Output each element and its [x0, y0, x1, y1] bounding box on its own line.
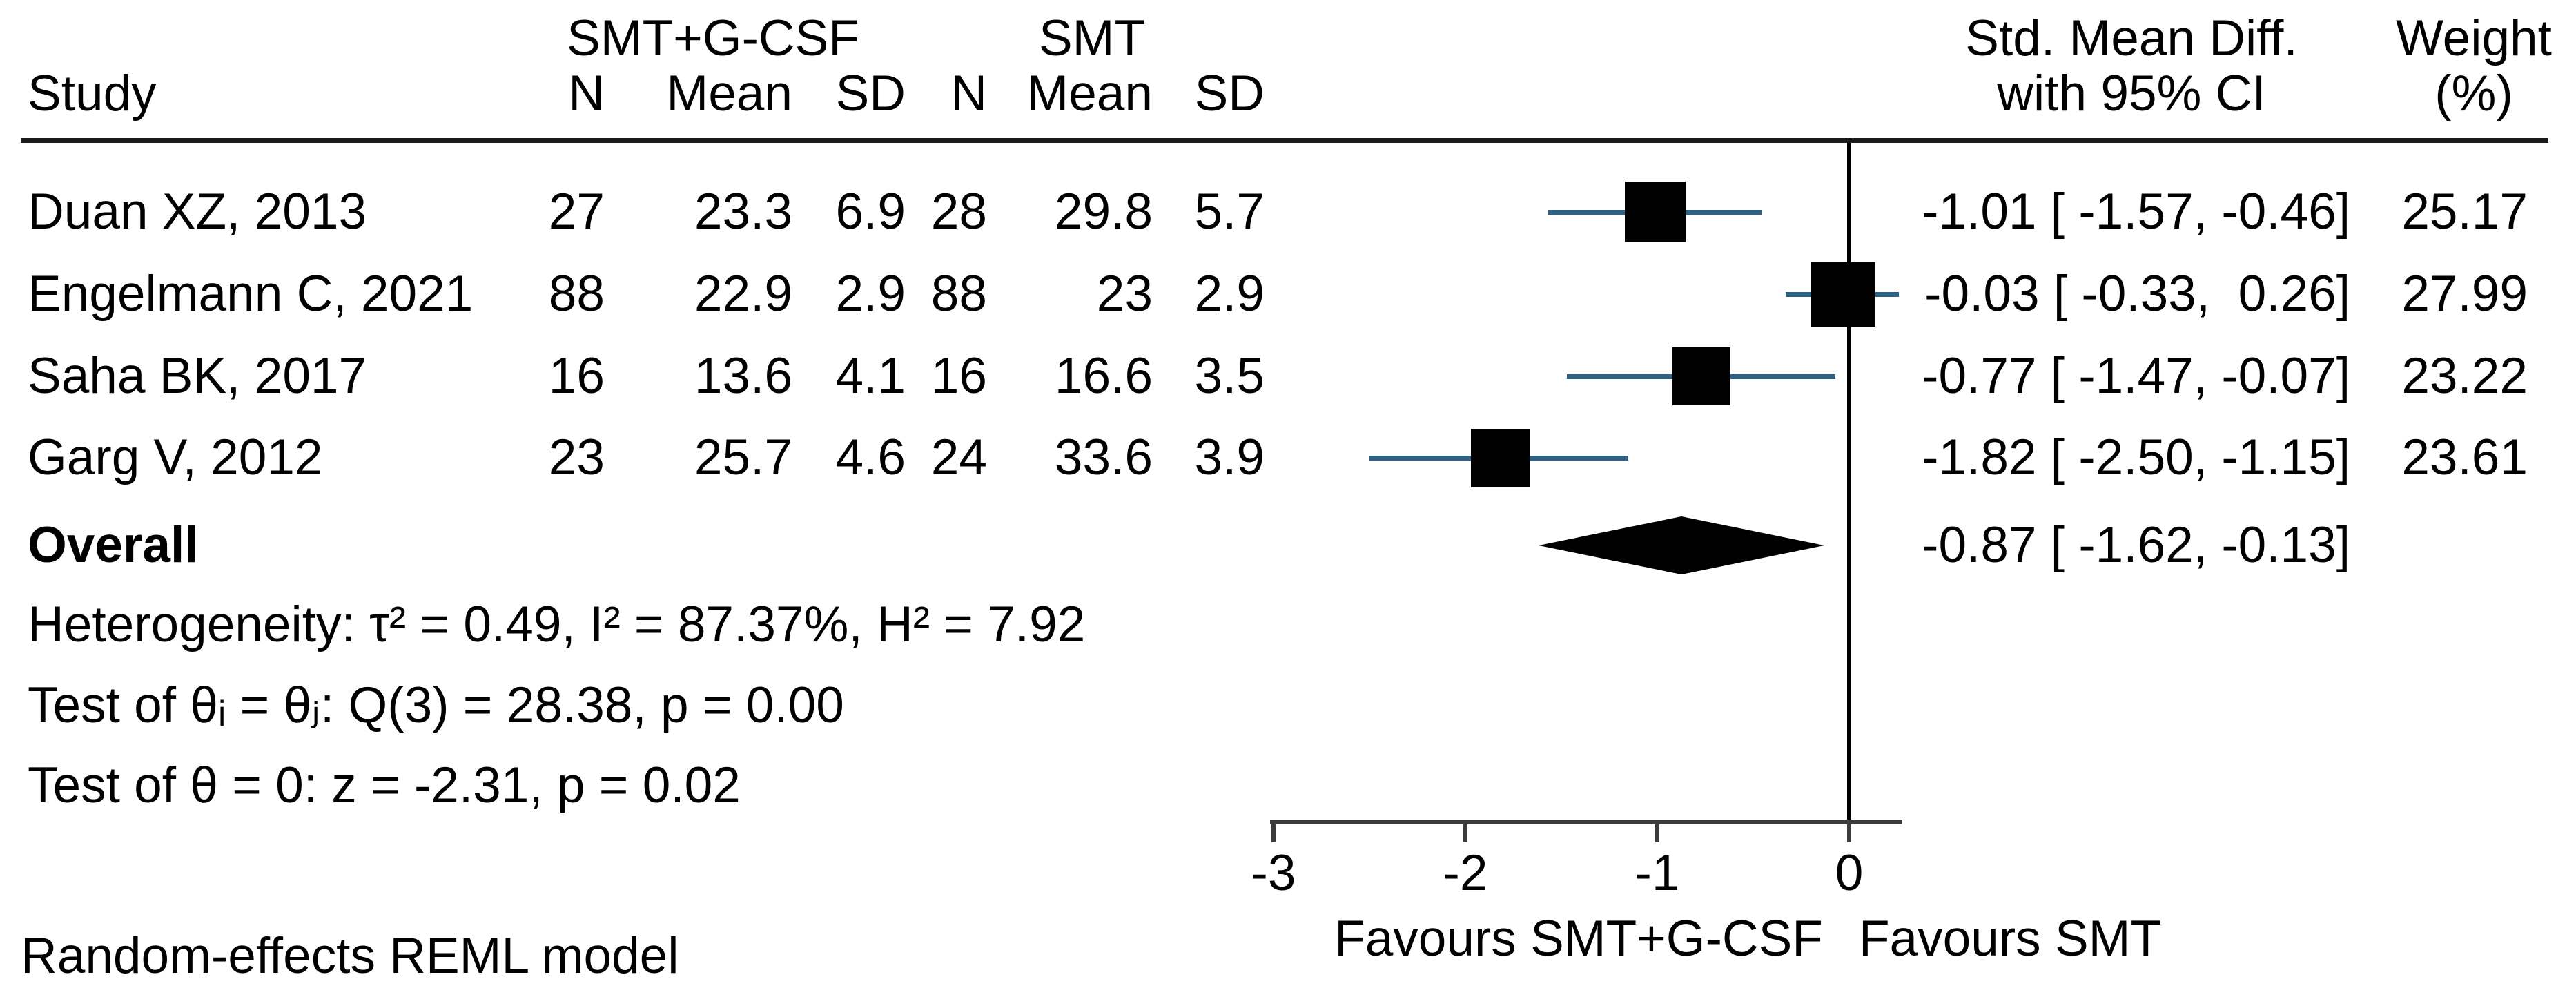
- x-axis-tick: [1271, 822, 1276, 842]
- table-cell: 13.6: [694, 348, 792, 404]
- table-cell: 23: [1096, 266, 1153, 322]
- effect-square: [1672, 347, 1730, 405]
- x-axis-line: [1270, 820, 1902, 824]
- x-axis-tick-label: 0: [1835, 845, 1864, 901]
- study-column-header: Study: [28, 66, 157, 122]
- table-cell: 88: [930, 266, 987, 322]
- study-name: Garg V, 2012: [28, 429, 323, 485]
- table-cell: 23.3: [694, 184, 792, 240]
- table-cell: 16.6: [1054, 348, 1153, 404]
- table-cell: 88: [548, 266, 605, 322]
- n1-column-header: N: [568, 66, 605, 122]
- heterogeneity-line: Heterogeneity: τ² = 0.49, I² = 87.37%, H…: [28, 597, 1086, 652]
- x-axis-tick: [1463, 822, 1467, 842]
- favours-left-label: Favours SMT+G-CSF: [1334, 911, 1823, 967]
- table-cell: 27: [548, 184, 605, 240]
- table-cell: 16: [548, 348, 605, 404]
- table-cell: 5.7: [1194, 184, 1265, 240]
- test-group-line: Test of θᵢ = θⱼ: Q(3) = 28.38, p = 0.00: [28, 677, 844, 733]
- table-cell: 16: [930, 348, 987, 404]
- table-cell: 33.6: [1054, 429, 1153, 485]
- weight-text: 23.61: [2401, 429, 2528, 485]
- table-cell: 24: [930, 429, 987, 485]
- weight-text: 25.17: [2401, 184, 2528, 240]
- table-cell: 29.8: [1054, 184, 1153, 240]
- ci-text: -1.01 [ -1.57, -0.46]: [1922, 184, 2350, 240]
- table-cell: 6.9: [835, 184, 906, 240]
- table-cell: 28: [930, 184, 987, 240]
- study-name: Engelmann C, 2021: [28, 266, 474, 322]
- ci-text: -0.03 [ -0.33, 0.26]: [1924, 266, 2350, 322]
- sd2-column-header: SD: [1194, 66, 1265, 122]
- ci-text: -1.82 [ -2.50, -1.15]: [1922, 429, 2350, 485]
- header-rule: [21, 138, 2548, 143]
- x-axis-tick-label: -1: [1635, 845, 1680, 901]
- group1-header: SMT+G-CSF: [567, 10, 859, 66]
- n2-column-header: N: [950, 66, 987, 122]
- mean1-column-header: Mean: [666, 66, 792, 122]
- x-axis-tick-label: -3: [1251, 845, 1296, 901]
- favours-right-label: Favours SMT: [1858, 911, 2162, 967]
- table-cell: 4.6: [835, 429, 906, 485]
- effect-header-line2: with 95% CI: [1997, 66, 2266, 122]
- x-axis-tick-label: -2: [1443, 845, 1488, 901]
- x-axis-tick: [1655, 822, 1659, 842]
- zero-line: [1847, 143, 1851, 840]
- table-cell: 25.7: [694, 429, 792, 485]
- mean2-column-header: Mean: [1026, 66, 1153, 122]
- table-cell: 23: [548, 429, 605, 485]
- study-name: Duan XZ, 2013: [28, 184, 367, 240]
- x-axis-tick: [1847, 822, 1851, 842]
- model-note: Random-effects REML model: [21, 928, 679, 984]
- table-cell: 22.9: [694, 266, 792, 322]
- effect-square: [1625, 182, 1686, 242]
- table-cell: 2.9: [1194, 266, 1265, 322]
- sd1-column-header: SD: [835, 66, 906, 122]
- overall-label: Overall: [28, 517, 199, 573]
- group2-header: SMT: [1038, 10, 1146, 66]
- weight-text: 27.99: [2401, 266, 2528, 322]
- effect-header-line1: Std. Mean Diff.: [1965, 10, 2298, 66]
- overall-diamond: [1539, 516, 1824, 574]
- test-zero-line: Test of θ = 0: z = -2.31, p = 0.02: [28, 757, 741, 813]
- table-cell: 2.9: [835, 266, 906, 322]
- weight-header-line1: Weight: [2396, 10, 2552, 66]
- table-cell: 4.1: [835, 348, 906, 404]
- study-name: Saha BK, 2017: [28, 348, 367, 404]
- overall-ci-text: -0.87 [ -1.62, -0.13]: [1922, 517, 2350, 573]
- effect-square: [1811, 262, 1875, 327]
- weight-header-line2: (%): [2434, 66, 2513, 122]
- effect-square: [1471, 429, 1530, 487]
- ci-text: -0.77 [ -1.47, -0.07]: [1922, 348, 2350, 404]
- weight-text: 23.22: [2401, 348, 2528, 404]
- table-cell: 3.5: [1194, 348, 1265, 404]
- table-cell: 3.9: [1194, 429, 1265, 485]
